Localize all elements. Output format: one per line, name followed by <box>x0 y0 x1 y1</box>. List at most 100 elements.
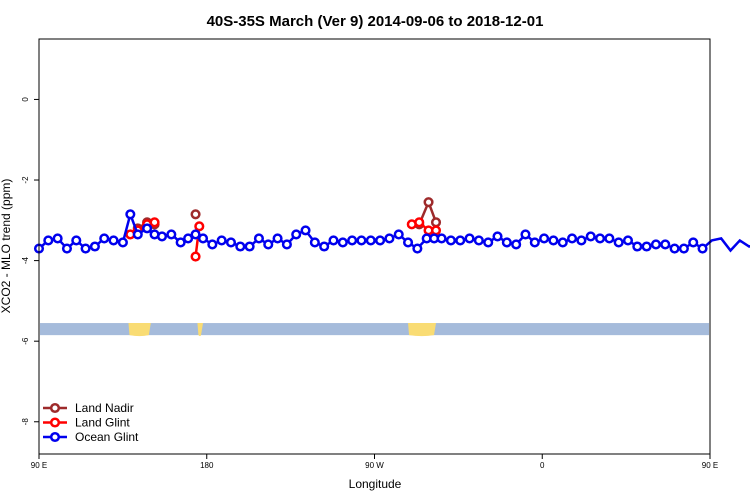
x-tick-label: 90 E <box>702 461 718 470</box>
data-point <box>263 239 274 250</box>
data-point <box>319 241 330 252</box>
data-point <box>585 231 596 242</box>
data-point <box>511 239 522 250</box>
data-point <box>576 235 587 246</box>
legend-item: Ocean Glint <box>43 430 139 444</box>
data-point <box>697 243 708 254</box>
legend-item: Land Glint <box>43 416 130 430</box>
y-tick-label: -2 <box>21 176 30 184</box>
data-point <box>281 239 292 250</box>
data-point <box>557 237 568 248</box>
data-point <box>43 235 54 246</box>
data-point <box>501 237 512 248</box>
data-point <box>190 251 201 262</box>
data-point <box>225 237 237 248</box>
data-point <box>641 241 652 252</box>
chart-title: 40S-35S March (Ver 9) 2014-09-06 to 2018… <box>207 13 544 30</box>
x-tick-label: 90 E <box>31 461 47 470</box>
data-point <box>688 237 699 248</box>
y-tick-label: -6 <box>21 337 30 345</box>
y-axis: 0 -2 -4 -6 -8 <box>21 97 39 426</box>
data-point <box>650 239 661 250</box>
data-point <box>613 237 624 248</box>
series-ocean-glint <box>33 209 750 254</box>
data-point <box>436 233 447 244</box>
data-point <box>548 235 559 246</box>
legend-item: Land Nadir <box>43 401 134 415</box>
data-point <box>423 197 434 208</box>
map-band <box>40 323 709 337</box>
data-point <box>61 243 73 254</box>
legend-marker <box>49 431 61 443</box>
legend-marker <box>49 402 61 414</box>
data-point <box>142 223 153 234</box>
data-point <box>669 243 680 254</box>
data-point <box>117 237 128 248</box>
data-point <box>337 237 348 248</box>
legend-marker <box>49 417 61 428</box>
plot-frame <box>38 38 711 455</box>
data-point <box>183 233 194 244</box>
x-tick-label: 0 <box>540 461 545 470</box>
map-ocean-band <box>40 323 709 336</box>
data-point <box>166 229 177 240</box>
data-point <box>356 235 367 246</box>
data-point <box>194 221 205 232</box>
data-point <box>309 237 320 248</box>
data-point <box>622 235 634 246</box>
data-point <box>216 235 227 246</box>
x-axis: 90 E 180 90 W 0 90 E <box>31 454 718 470</box>
data-point <box>660 239 671 250</box>
data-point <box>253 233 264 244</box>
data-point <box>52 233 63 244</box>
data-point <box>483 237 494 248</box>
data-point <box>365 235 376 246</box>
data-point <box>412 243 423 254</box>
legend-label: Ocean Glint <box>75 430 139 444</box>
data-point <box>430 225 442 236</box>
data-point <box>520 229 531 240</box>
data-point <box>80 243 91 254</box>
data-point <box>328 235 339 246</box>
x-tick-label: 180 <box>200 461 214 470</box>
data-point <box>604 233 615 244</box>
data-point <box>300 225 311 236</box>
data-point <box>678 243 689 254</box>
data-point <box>347 235 358 246</box>
data-point <box>567 233 578 244</box>
data-point <box>632 241 643 252</box>
data-point <box>455 235 466 246</box>
series-land-nadir <box>132 197 442 234</box>
y-axis-label: XCO2 - MLO trend (ppm) <box>0 179 13 314</box>
data-point <box>125 209 136 220</box>
data-point <box>403 237 414 248</box>
data-point <box>430 217 442 228</box>
data-point <box>156 231 168 242</box>
data-point <box>492 231 503 242</box>
data-point <box>529 237 540 248</box>
x-tick-label: 90 W <box>365 461 384 470</box>
data-point <box>207 239 218 250</box>
data-point <box>375 235 386 246</box>
data-point <box>272 233 283 244</box>
legend-label: Land Nadir <box>75 401 134 415</box>
map-land-patch <box>408 323 437 337</box>
data-point <box>132 229 143 240</box>
data-point <box>473 235 484 246</box>
data-point <box>149 217 160 228</box>
data-point <box>414 217 425 228</box>
data-point <box>175 237 186 248</box>
data-point <box>393 229 404 240</box>
y-tick-label: -4 <box>21 257 30 265</box>
data-point <box>89 241 100 252</box>
data-point <box>190 229 201 240</box>
data-point <box>190 209 201 220</box>
map-land-patch <box>197 323 204 337</box>
data-point <box>197 233 209 244</box>
legend-label: Land Glint <box>75 416 130 430</box>
data-point <box>384 233 395 244</box>
data-point <box>539 233 550 244</box>
y-tick-label: -8 <box>21 418 30 426</box>
